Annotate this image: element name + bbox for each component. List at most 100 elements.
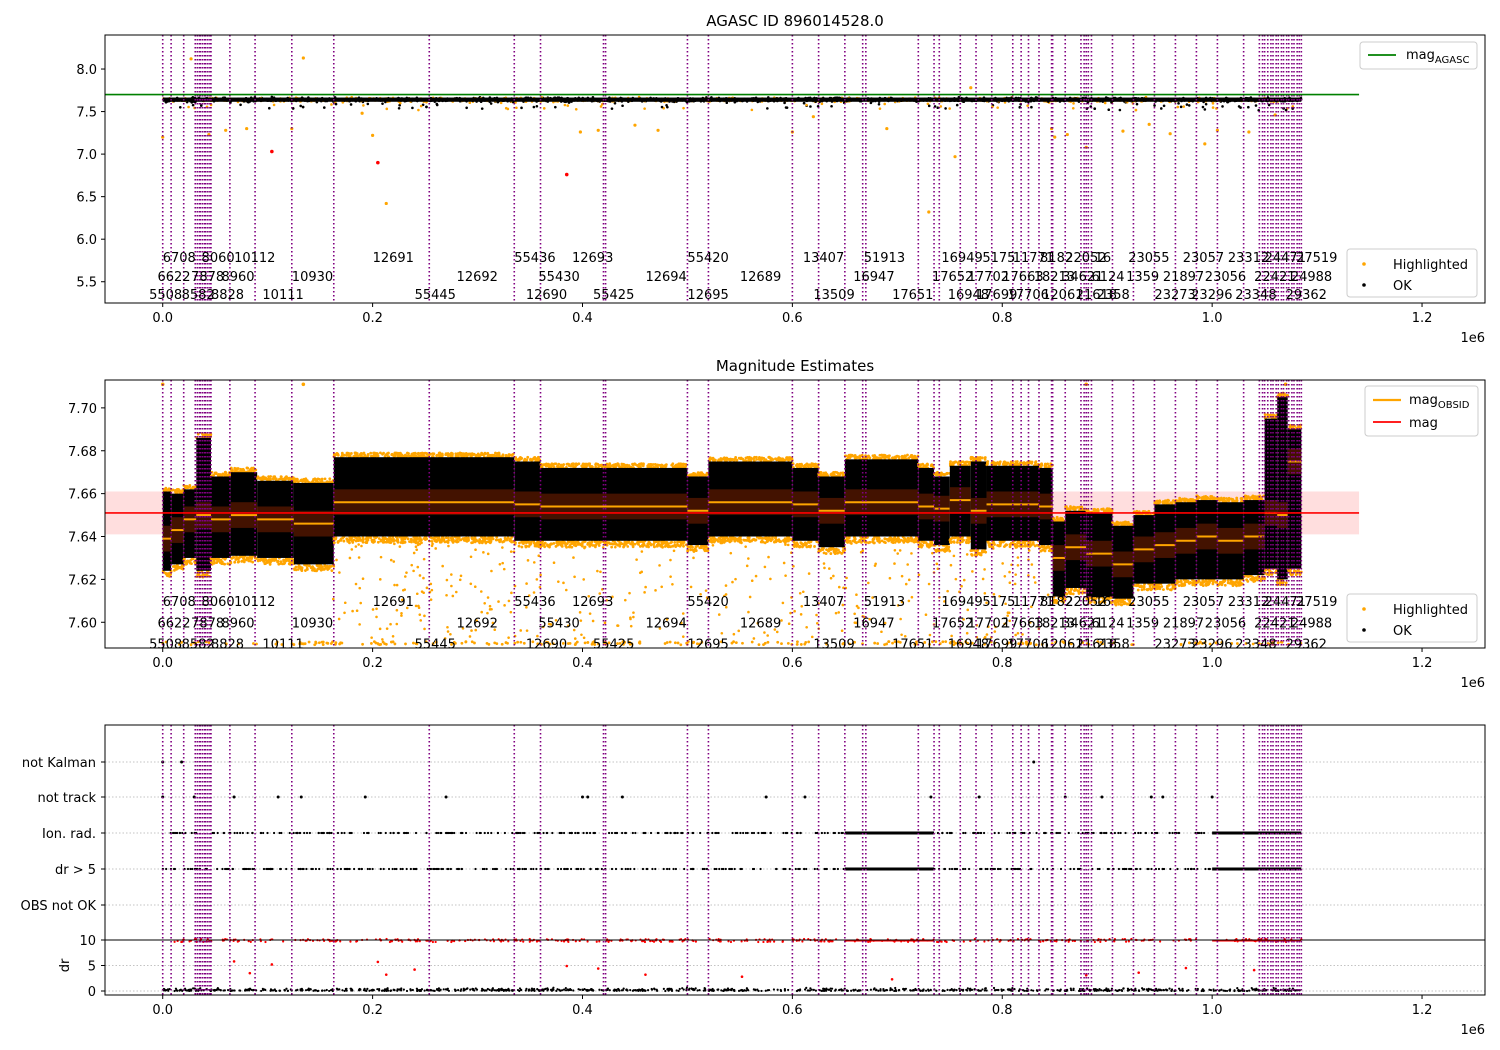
data-point <box>366 102 370 106</box>
highlighted-point <box>168 575 171 578</box>
obsid-label: 12695 <box>687 288 728 303</box>
highlighted-point <box>308 564 311 568</box>
highlighted-point <box>430 540 434 543</box>
y-tick-label: 7.5 <box>76 106 97 121</box>
highlighted-point <box>681 462 685 466</box>
highlighted-point <box>396 452 400 456</box>
highlighted-point <box>406 454 410 458</box>
highlighted-point <box>609 464 613 468</box>
obsid-label: 7878 <box>191 270 224 285</box>
highlighted-point <box>290 126 294 131</box>
obsid-label: 23055 <box>1128 251 1169 266</box>
highlighted-point <box>703 548 706 552</box>
data-point <box>465 106 468 110</box>
highlighted-point <box>321 568 325 571</box>
highlighted-point <box>444 536 448 540</box>
highlighted-point <box>483 452 486 456</box>
highlighted-point <box>446 541 450 544</box>
data-point <box>1284 108 1288 112</box>
highlighted-point <box>184 484 187 488</box>
highlighted-point <box>438 540 442 544</box>
highlighted-point <box>549 542 553 546</box>
highlighted-point <box>713 458 717 462</box>
obsid-label: 6124 <box>1091 270 1124 285</box>
highlighted-point <box>454 539 457 543</box>
data-point <box>1203 108 1207 111</box>
highlighted-point <box>540 465 544 469</box>
data-point <box>750 108 754 112</box>
highlighted-point <box>494 451 497 455</box>
highlighted-point <box>692 472 696 475</box>
highlighted-point <box>345 451 349 455</box>
data-point <box>944 107 947 110</box>
highlighted-point <box>237 560 241 563</box>
highlighted-point <box>752 457 756 461</box>
highlighted-point <box>649 542 652 546</box>
highlighted-point <box>376 540 380 544</box>
highlighted-point <box>631 462 634 466</box>
highlighted-point <box>450 452 454 456</box>
highlighted-point <box>355 452 359 455</box>
x-tick-label: 0.2 <box>362 311 383 326</box>
highlighted-point <box>216 559 220 563</box>
obsid-label: 12692 <box>457 270 498 285</box>
highlighted-point <box>486 537 489 541</box>
highlighted-point <box>518 541 521 545</box>
highlighted-point <box>401 541 405 545</box>
highlighted-point <box>1203 142 1207 146</box>
highlighted-point <box>412 454 416 458</box>
data-point <box>1201 105 1205 109</box>
highlighted-point <box>701 544 705 548</box>
obsid-label: 23057 <box>1183 251 1224 266</box>
data-point <box>883 102 887 106</box>
highlighted-point <box>739 540 743 544</box>
highlighted-point <box>296 568 300 571</box>
data-point <box>1237 105 1241 108</box>
highlighted-point <box>389 537 393 541</box>
highlighted-point <box>714 538 718 541</box>
highlighted-point <box>526 455 530 459</box>
data-point <box>830 104 833 108</box>
highlighted-point <box>793 542 796 546</box>
x-tick-label: 0.0 <box>152 311 173 326</box>
highlighted-point <box>305 566 309 570</box>
data-point <box>397 106 401 110</box>
highlighted-point <box>488 454 492 458</box>
highlighted-point <box>305 564 309 568</box>
data-point <box>805 103 808 107</box>
highlighted-point <box>594 463 597 467</box>
highlighted-point <box>174 491 178 495</box>
highlighted-point <box>301 56 305 60</box>
highlighted-point <box>188 561 192 565</box>
obsid-label: 55425 <box>593 288 634 303</box>
highlighted-point <box>761 536 765 540</box>
highlighted-point <box>629 542 632 546</box>
highlighted-point <box>761 540 764 543</box>
data-point <box>1177 102 1180 105</box>
obsid-label: 23273 <box>1154 288 1195 303</box>
highlighted-point <box>585 464 589 468</box>
data-point <box>334 102 338 106</box>
data-point <box>878 107 882 110</box>
highlighted-point <box>345 454 349 457</box>
highlighted-point <box>223 473 227 477</box>
highlighted-point <box>829 552 833 555</box>
highlighted-point <box>492 454 496 458</box>
highlighted-point <box>267 475 270 479</box>
highlighted-point <box>748 457 752 461</box>
highlighted-point <box>633 542 637 546</box>
obsid-label: 51913 <box>864 251 905 266</box>
highlighted-point <box>245 126 249 131</box>
data-point <box>349 103 353 106</box>
highlighted-point <box>596 128 600 132</box>
highlighted-point <box>296 480 300 484</box>
highlighted-point <box>213 471 217 475</box>
highlighted-point <box>233 560 237 564</box>
highlighted-point <box>285 559 289 562</box>
highlighted-point <box>377 537 381 540</box>
plot-area: 6708 8060 10112 12691 55436 12693 55420 13407 51… <box>105 380 1360 648</box>
highlighted-point <box>824 552 828 555</box>
highlighted-point <box>444 452 448 456</box>
highlighted-point <box>370 538 374 542</box>
highlighted-point <box>672 465 676 469</box>
